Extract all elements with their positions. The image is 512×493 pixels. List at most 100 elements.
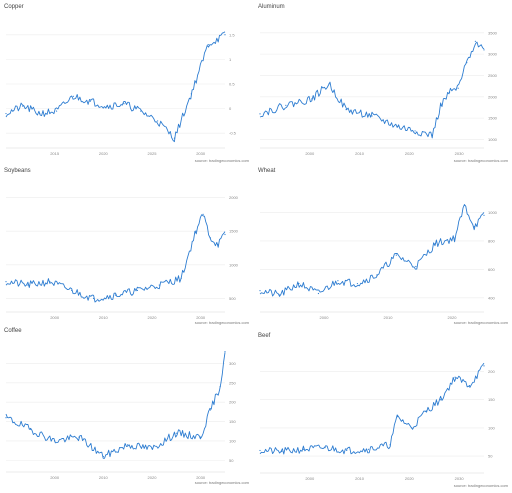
- x-tick-label: 2020: [148, 315, 158, 320]
- data-point: [281, 450, 283, 453]
- data-point: [123, 103, 125, 105]
- chart-source: source: tradingeconomics.com: [453, 483, 508, 488]
- data-point: [49, 281, 51, 283]
- y-tick-label: 1500: [488, 116, 498, 121]
- data-point: [376, 274, 378, 276]
- series-line: [5, 214, 226, 303]
- data-point: [157, 120, 159, 122]
- data-point: [371, 115, 373, 117]
- series-line: [259, 362, 485, 455]
- y-tick-label: 1000: [488, 210, 498, 215]
- series-line: [259, 41, 485, 139]
- data-point: [259, 113, 261, 115]
- x-tick-label: 2000: [305, 476, 315, 481]
- y-tick-label: 50: [229, 458, 234, 463]
- x-tick-label: 2025: [148, 151, 158, 156]
- y-tick-label: 150: [229, 419, 236, 424]
- chart-panel-aluminum: Aluminum 1000 1500 2000 2500 3000 3500 2000 201…: [258, 4, 508, 166]
- data-point: [158, 284, 160, 286]
- x-tick-label: 2010: [355, 151, 365, 156]
- y-tick-label: 150: [488, 397, 495, 402]
- series-line: [5, 352, 226, 459]
- data-point: [114, 294, 117, 296]
- y-tick-label: 1500: [229, 229, 239, 234]
- x-tick-label: 2000: [320, 315, 330, 320]
- x-tick-label: 2010: [99, 315, 109, 320]
- data-point: [278, 294, 281, 296]
- data-point: [127, 444, 129, 446]
- y-tick-label: 50: [488, 454, 493, 459]
- data-point: [219, 386, 221, 388]
- data-point: [29, 428, 31, 430]
- data-point: [259, 290, 261, 292]
- data-point: [224, 351, 226, 353]
- series-line: [5, 31, 226, 143]
- data-point: [93, 297, 95, 300]
- data-point: [414, 130, 416, 132]
- data-point: [173, 137, 176, 139]
- x-tick-label: 2020: [405, 476, 415, 481]
- data-point: [337, 280, 339, 282]
- chart-svg: 50 100 150 200 2000 2010 2020 2030: [259, 362, 495, 481]
- y-tick-label: -0.5: [229, 131, 237, 136]
- data-point: [22, 105, 24, 107]
- data-point: [317, 292, 320, 295]
- x-tick-label: 2020: [448, 315, 458, 320]
- y-tick-label: 500: [229, 296, 236, 301]
- chart-svg: 500 1000 1500 2000 2000 2010 2020 2030: [5, 195, 239, 320]
- data-point: [140, 110, 142, 112]
- y-tick-label: 100: [229, 438, 236, 443]
- y-tick-label: 200: [488, 369, 495, 374]
- x-tick-label: 2010: [384, 315, 394, 320]
- data-point: [209, 409, 211, 411]
- x-tick-label: 2030: [455, 151, 465, 156]
- data-point: [457, 87, 459, 89]
- data-point: [180, 277, 182, 279]
- chart-title: Wheat: [258, 168, 276, 174]
- data-point: [5, 112, 7, 115]
- data-point: [431, 134, 433, 136]
- data-point: [200, 436, 202, 438]
- data-point: [324, 447, 326, 449]
- data-point: [483, 49, 485, 51]
- data-point: [102, 455, 104, 458]
- data-point: [285, 104, 287, 106]
- x-tick-label: 2020: [99, 151, 109, 156]
- data-point: [202, 213, 204, 215]
- data-point: [411, 427, 413, 429]
- data-point: [207, 44, 209, 46]
- data-point: [27, 284, 29, 286]
- x-tick-label: 2030: [196, 151, 206, 156]
- data-point: [311, 98, 313, 100]
- data-point: [440, 399, 442, 401]
- data-point: [78, 436, 80, 438]
- x-tick-label: 2000: [305, 151, 315, 156]
- x-tick-label: 2020: [148, 475, 158, 480]
- y-tick-label: 1: [229, 57, 232, 62]
- y-tick-label: 300: [229, 361, 236, 366]
- data-point: [224, 34, 226, 36]
- y-tick-label: 2500: [488, 73, 498, 78]
- data-point: [415, 265, 417, 268]
- x-tick-label: 2030: [196, 475, 206, 480]
- x-tick-label: 2000: [50, 475, 60, 480]
- chart-title: Coffee: [4, 328, 22, 334]
- data-point: [483, 365, 485, 367]
- y-tick-label: 600: [488, 267, 495, 272]
- x-tick-label: 2020: [405, 151, 415, 156]
- chart-panel-soybeans: Soybeans 500 1000 1500 2000 2000 2010 2020 2030…: [4, 168, 249, 330]
- data-point: [190, 93, 192, 95]
- data-point: [224, 233, 226, 236]
- data-point: [440, 104, 442, 106]
- y-tick-label: 1.5: [229, 32, 235, 37]
- data-point: [298, 282, 300, 285]
- data-point: [397, 126, 399, 128]
- data-point: [346, 449, 348, 452]
- chart-source: source: tradingeconomics.com: [453, 320, 508, 325]
- chart-svg: 50 100 150 200 250 300 2000 2010 2020 2030: [5, 351, 236, 480]
- data-point: [217, 244, 219, 246]
- y-tick-label: 800: [488, 238, 495, 243]
- data-point: [367, 448, 369, 450]
- series-line: [259, 204, 485, 297]
- chart-panel-wheat: Wheat 400 600 800 1000 2000 2010 2020 source: …: [258, 168, 508, 330]
